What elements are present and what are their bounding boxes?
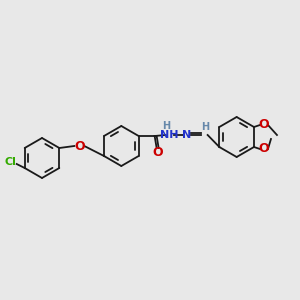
Text: O: O [152, 146, 163, 160]
Text: H: H [163, 121, 171, 131]
Text: H: H [202, 122, 210, 132]
Text: O: O [259, 142, 269, 155]
Text: O: O [259, 118, 269, 131]
Text: O: O [74, 140, 85, 152]
Text: NH: NH [160, 130, 179, 140]
Text: Cl: Cl [5, 157, 16, 167]
Text: N: N [182, 130, 191, 140]
